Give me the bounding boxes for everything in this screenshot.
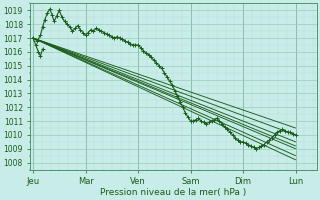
X-axis label: Pression niveau de la mer( hPa ): Pression niveau de la mer( hPa ) bbox=[100, 188, 247, 197]
